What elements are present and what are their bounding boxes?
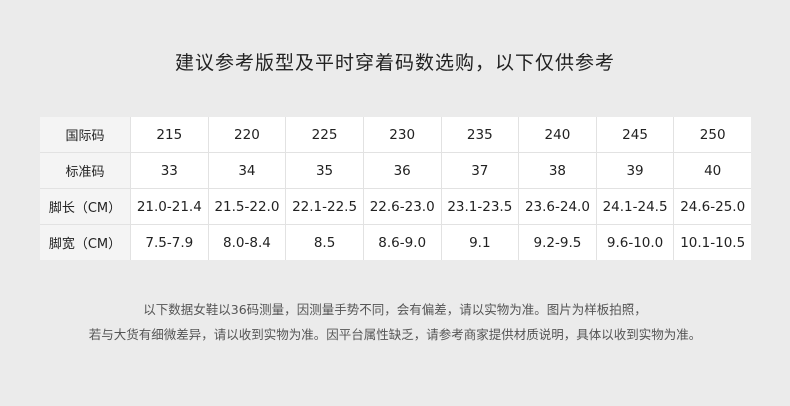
table-cell: 23.6-24.0 <box>518 188 597 225</box>
table-row: 脚宽（CM） 7.5-7.9 8.0-8.4 8.5 8.6-9.0 9.1 9.2-9.5… <box>40 224 751 260</box>
table-cell: 24.1-24.5 <box>596 188 675 225</box>
table-cell: 38 <box>518 152 597 189</box>
table-cell: 24.6-25.0 <box>673 188 751 225</box>
table-cell: 220 <box>208 117 287 153</box>
table-cell: 235 <box>441 117 520 153</box>
table-cell: 225 <box>285 117 364 153</box>
table-cell: 8.0-8.4 <box>208 224 287 260</box>
size-chart-table: 国际码 215 220 225 230 235 240 245 250 标准码 33 34 35 36 37… <box>40 117 751 260</box>
row-label: 脚宽（CM） <box>40 224 131 260</box>
table-cell: 9.2-9.5 <box>518 224 597 260</box>
table-cell: 250 <box>673 117 751 153</box>
table-cell: 37 <box>441 152 520 189</box>
table-cell: 35 <box>285 152 364 189</box>
table-cell: 7.5-7.9 <box>130 224 209 260</box>
table-cell: 10.1-10.5 <box>680 234 746 251</box>
table-row: 脚长（CM） 21.0-21.4 21.5-22.0 22.1-22.5 22.6-23… <box>40 188 751 225</box>
table-cell: 40 <box>673 152 751 189</box>
note-line-2: 若与大货有细微差异，请以收到实物为准。因平台属性缺乏，请参考商家提供材质说明，具… <box>88 327 702 342</box>
table-cell: 33 <box>130 152 209 189</box>
table-row: 国际码 215 220 225 230 235 240 245 250 <box>40 117 751 153</box>
page-title: 建议参考版型及平时穿着码数选购，以下仅供参考 <box>174 52 615 74</box>
row-label: 国际码 <box>40 117 131 153</box>
table-cell: 8.5 <box>285 224 364 260</box>
row-label: 脚长（CM） <box>40 188 131 225</box>
table-cell: 22.1-22.5 <box>285 188 364 225</box>
table-cell: 9.1 <box>441 224 520 260</box>
table-cell: 9.6-10.0 <box>596 224 675 260</box>
table-cell: 215 <box>130 117 209 153</box>
table-cell: 21.0-21.4 <box>130 188 209 225</box>
table-cell: 21.5-22.0 <box>208 188 287 225</box>
table-cell: 230 <box>363 117 442 153</box>
table-row: 标准码 33 34 35 36 37 38 39 40 <box>40 152 751 189</box>
table-cell: 23.1-23.5 <box>441 188 520 225</box>
table-cell: 22.6-23.0 <box>363 188 442 225</box>
table-cell: 34 <box>208 152 287 189</box>
table-cell: 245 <box>596 117 675 153</box>
row-label: 标准码 <box>40 152 131 189</box>
table-cell: 36 <box>363 152 442 189</box>
table-cell: 240 <box>518 117 597 153</box>
note-line-1: 以下数据女鞋以36码测量，因测量手势不同，会有偏差，请以实物为准。图片为样板拍照… <box>143 302 647 317</box>
table-cell: 39 <box>596 152 675 189</box>
table-cell: 8.6-9.0 <box>363 224 442 260</box>
